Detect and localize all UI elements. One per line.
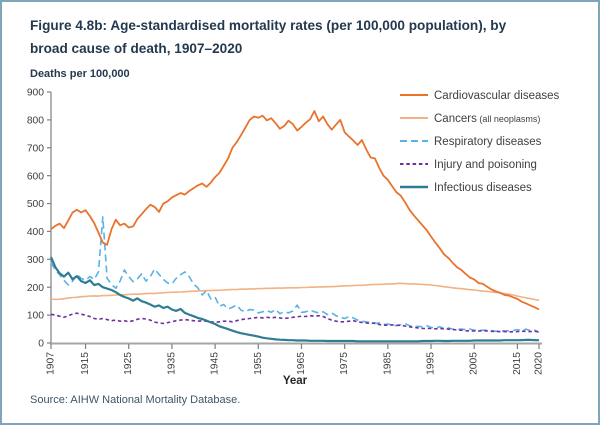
x-tick-label: 1945 bbox=[210, 352, 221, 375]
y-tick-label: 100 bbox=[27, 311, 44, 322]
y-tick-label: 0 bbox=[38, 339, 44, 350]
x-tick-label: 1925 bbox=[123, 352, 134, 375]
y-tick-label: 800 bbox=[27, 115, 44, 126]
x-tick-label: 1995 bbox=[426, 352, 437, 375]
figure-title-line1: Figure 4.8b: Age-standardised mortality … bbox=[30, 18, 507, 33]
series-line-cancers-all-neoplasms- bbox=[50, 282, 540, 302]
y-tick-label: 600 bbox=[27, 171, 44, 182]
x-tick-label: 1907 bbox=[46, 352, 57, 375]
y-tick-label: 300 bbox=[27, 255, 44, 266]
y-tick-label: 900 bbox=[27, 88, 44, 99]
y-tick-label: 700 bbox=[27, 143, 44, 154]
figure-title: Figure 4.8b: Age-standardised mortality … bbox=[30, 14, 580, 60]
legend-label-1: Cancers (all neoplasms) bbox=[434, 113, 540, 125]
x-tick-label: 1985 bbox=[382, 352, 393, 375]
y-tick-label: 400 bbox=[27, 227, 44, 238]
y-axis-title: Deaths per 100,000 bbox=[30, 68, 130, 80]
x-tick-label: 1975 bbox=[339, 352, 350, 375]
legend-label-0: Cardiovascular diseases bbox=[434, 90, 560, 102]
x-tick-label: 2020 bbox=[534, 352, 545, 375]
legend-label-3: Injury and poisoning bbox=[434, 159, 537, 171]
x-tick-label: 1935 bbox=[166, 352, 177, 375]
source-note: Source: AIHW National Mortality Database… bbox=[30, 394, 241, 406]
x-tick-label: 1955 bbox=[253, 352, 264, 375]
y-tick-label: 500 bbox=[27, 199, 44, 210]
figure-title-line2: broad cause of death, 1907–2020 bbox=[30, 41, 243, 56]
x-tick-label: 2015 bbox=[512, 352, 523, 375]
series-line-infectious-diseases bbox=[49, 256, 539, 343]
x-tick-label: 1965 bbox=[296, 352, 307, 375]
x-tick-label: 1915 bbox=[80, 352, 91, 375]
legend-label-4: Infectious diseases bbox=[434, 182, 532, 194]
series-line-cardiovascular-diseases bbox=[50, 110, 540, 311]
x-tick-label: 2005 bbox=[469, 352, 480, 375]
series-line-respiratory-diseases bbox=[50, 216, 540, 334]
legend-label-2: Respiratory diseases bbox=[434, 136, 542, 148]
series-line-injury-and-poisoning bbox=[50, 312, 540, 333]
x-axis-title: Year bbox=[283, 375, 308, 387]
y-tick-label: 200 bbox=[27, 283, 44, 294]
